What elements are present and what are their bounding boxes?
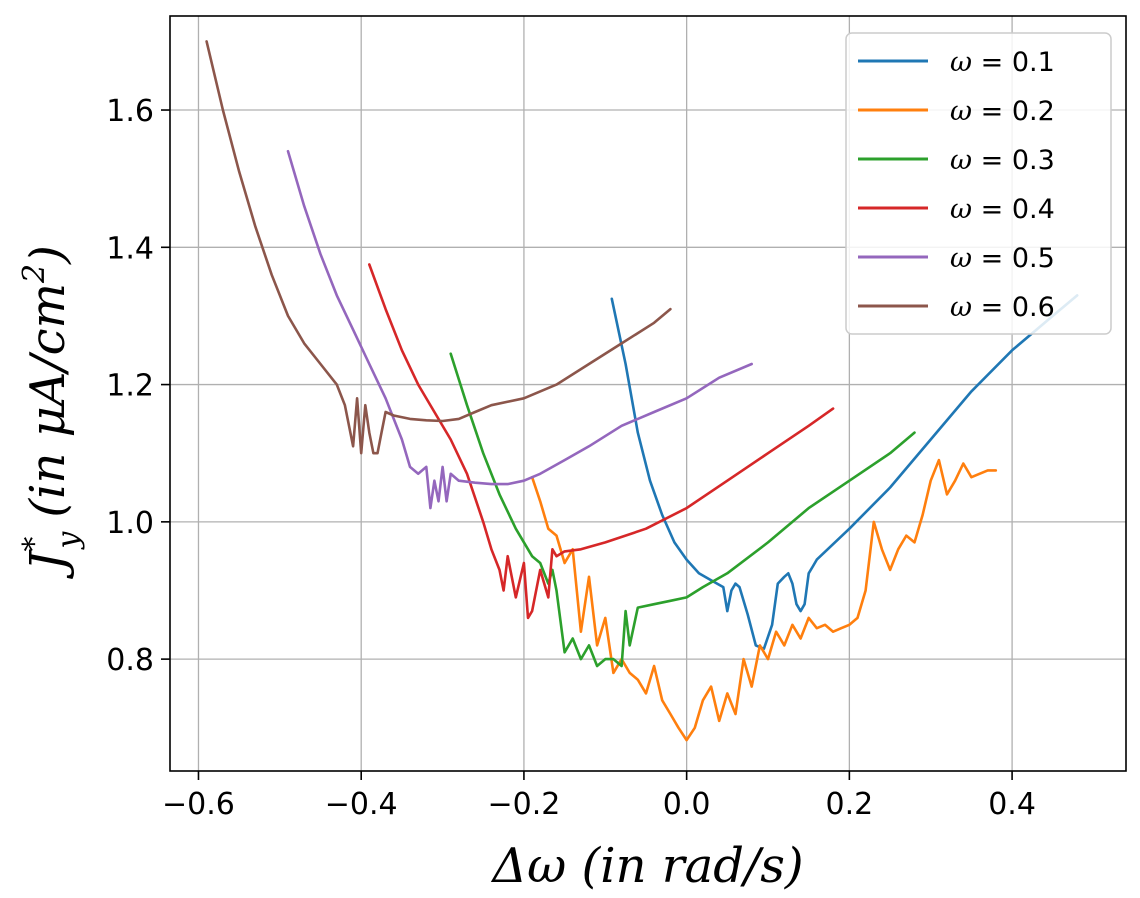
- x-tick-label: 0.0: [663, 787, 711, 822]
- plot-area-frame: [169, 15, 1127, 772]
- y-axis-label-main: J: [20, 549, 76, 580]
- series-line-omega-3: [449, 352, 916, 668]
- y-tick-label: 1.6: [106, 94, 154, 129]
- x-tick-label: −0.2: [487, 787, 560, 822]
- axis-ticks: −0.6 −0.4 −0.2 0.0 0.2 0.4 0.8 1.0 1.2 1.4 1.6: [106, 94, 1036, 822]
- y-tick-label: 1.2: [106, 369, 154, 404]
- legend-box: [845, 32, 1112, 335]
- y-tick-label: 1.0: [106, 506, 154, 541]
- y-axis-label-exp: 2: [17, 264, 52, 284]
- y-tick-label: 0.8: [106, 643, 154, 678]
- y-tick-label: 1.4: [106, 231, 154, 266]
- x-tick-label: −0.6: [162, 787, 235, 822]
- legend-label-omega-2: ω = 0.2: [950, 96, 1055, 127]
- series-line-omega-4: [367, 263, 835, 620]
- legend-label-omega-4: ω = 0.4: [950, 194, 1055, 225]
- legend-label-omega-6: ω = 0.6: [950, 292, 1055, 323]
- x-tick-label: −0.4: [325, 787, 398, 822]
- legend-label-omega-5: ω = 0.5: [950, 243, 1055, 274]
- y-axis-label: J*y (in μA/cm2): [17, 245, 86, 580]
- y-axis-label-rest: (in μA/cm: [20, 283, 76, 518]
- series-line-omega-2: [530, 458, 998, 742]
- series-line-omega-1: [610, 294, 1079, 651]
- y-axis-label-sup: *: [17, 537, 52, 552]
- legend-label-omega-1: ω = 0.1: [950, 47, 1055, 78]
- legend: ω = 0.1 ω = 0.2 ω = 0.3 ω = 0.4 ω = 0.5 ω = 0…: [845, 32, 1112, 335]
- series-line-omega-5: [286, 149, 754, 510]
- x-axis-label: Δω (in rad/s): [490, 838, 803, 894]
- x-tick-label: 0.2: [826, 787, 874, 822]
- series-lines: [205, 40, 1079, 742]
- y-axis-label-sub: y: [51, 531, 86, 551]
- x-tick-label: 0.4: [988, 787, 1036, 822]
- legend-label-omega-3: ω = 0.3: [950, 145, 1055, 176]
- series-line-omega-6: [205, 40, 672, 455]
- y-axis-label-close: ): [20, 245, 76, 265]
